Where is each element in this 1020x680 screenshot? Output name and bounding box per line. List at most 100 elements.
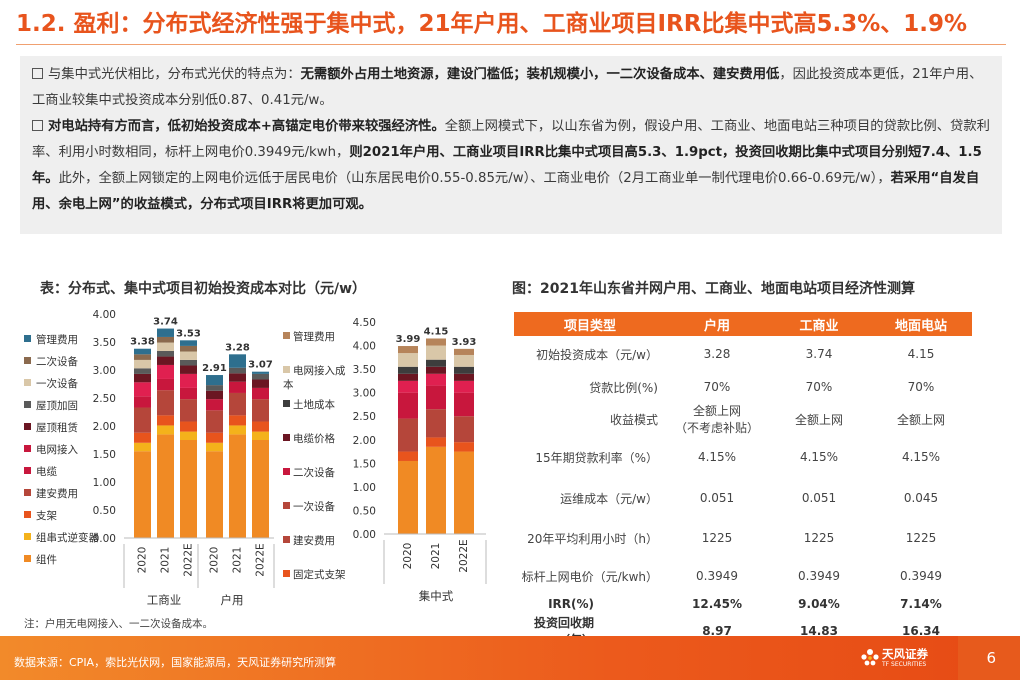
table-cell: 运维成本（元/w） xyxy=(560,491,658,506)
bar-segment xyxy=(206,385,223,391)
bar-segment xyxy=(252,399,269,422)
y-tick-label: 2.00 xyxy=(93,421,116,433)
legend-swatch xyxy=(24,489,31,496)
intro-p2-bold-a: 对电站持有方而言，低初始投资成本+高锚定电价带来较强经济性。 xyxy=(48,119,445,134)
legend-item: 建安费用 xyxy=(24,486,78,500)
y-tick-label: 4.00 xyxy=(353,341,376,353)
bar-segment xyxy=(157,425,174,435)
bar-segment xyxy=(252,373,269,380)
bar-segment xyxy=(426,338,446,346)
x-tick-label: 2021 xyxy=(430,543,442,570)
bar-segment xyxy=(398,418,418,452)
bar-segment xyxy=(206,442,223,452)
bar-segment xyxy=(454,366,474,374)
data-source: 数据来源：CPIA，索比光伏网，国家能源局，天风证券研究所测算 xyxy=(14,656,337,669)
bar-segment xyxy=(398,346,418,354)
bar-segment xyxy=(180,351,197,360)
bar-segment xyxy=(229,425,246,435)
bar-segment xyxy=(454,380,474,393)
table-cell: 1225 xyxy=(701,531,733,545)
bar-segment xyxy=(229,415,246,426)
legend-swatch xyxy=(24,335,31,342)
legend-label: 屋顶租赁 xyxy=(36,422,78,434)
table-cell: 贷款比例(%) xyxy=(589,380,658,395)
bar-total-label: 3.38 xyxy=(130,337,155,348)
bar-segment xyxy=(426,437,446,447)
bar-segment xyxy=(229,354,246,368)
table-cell: 0.051 xyxy=(699,491,735,505)
legend-swatch xyxy=(24,357,31,364)
table-cell: 0.051 xyxy=(801,491,837,505)
bar-segment xyxy=(454,348,474,355)
table-row: 15年期贷款利率（%） 4.15% 4.15% 4.15% xyxy=(514,436,972,478)
bar-segment xyxy=(157,342,174,351)
economics-table: 项目类型 户用 工商业 地面电站 初始投资成本（元/w） 3.28 3.74 4.15 贷款比… xyxy=(514,312,972,648)
bar-total-label: 2.91 xyxy=(202,363,227,374)
bar-segment xyxy=(426,345,446,360)
legend-label: 支架 xyxy=(36,510,57,522)
y-tick-label: 4.00 xyxy=(93,309,116,321)
legend-label: 二次设备 xyxy=(36,356,78,368)
page-title: 1.2. 盈利：分布式经济性强于集中式，21年户用、工商业项目IRR比集中式高5… xyxy=(16,11,968,37)
legend-item: 固定式支架 xyxy=(283,568,351,582)
table-cell: 标杆上网电价（元/kwh） xyxy=(521,569,658,584)
y-tick-label: 4.50 xyxy=(353,317,376,329)
bar-segment xyxy=(206,432,223,443)
legend-swatch xyxy=(24,511,31,518)
intro-p2-bold-c: 则2021年户用、工商业项目IRR比集中式项目高5.3、1.9pct，投资回收期… xyxy=(32,145,982,186)
table-cell: 全额上网 xyxy=(794,412,843,427)
intro-p2-text-b: 全额上网模式下，以山东省为例，假设户用、工商业、地面电站三种项目的贷款比例、贷款… xyxy=(32,119,990,160)
table-cell: 0.3949 xyxy=(900,569,942,583)
y-tick-label: 1.00 xyxy=(93,477,116,489)
table-cell: 8.97 xyxy=(702,624,732,638)
table-cell: 1225 xyxy=(905,531,937,545)
y-tick-label: 0.50 xyxy=(93,505,116,517)
table-row: 贷款比例(%) 70% 70% 70% xyxy=(514,372,972,402)
legend-item: 管理费用 xyxy=(283,330,351,344)
table-cell: 3.74 xyxy=(805,347,833,361)
bar-segment xyxy=(252,379,269,388)
legend-item: 屋顶租赁 xyxy=(24,420,78,434)
bar-segment xyxy=(180,440,197,538)
legend-label: 管理费用 xyxy=(36,334,78,346)
y-tick-label: 1.50 xyxy=(353,458,376,470)
intro-paragraph-1: 与集中式光伏相比，分布式光伏的特点为：无需额外占用土地资源，建设门槛低；装机规模… xyxy=(32,62,992,114)
intro-paragraph-2: 对电站持有方而言，低初始投资成本+高锚定电价带来较强经济性。全额上网模式下，以山… xyxy=(32,114,992,218)
distributed-cost-chart: 0.00 0.50 1.00 1.50 2.00 2.50 3.00 3.50 4.00 3.38… xyxy=(93,309,275,606)
table-cell: 0.3949 xyxy=(696,569,738,583)
legend-swatch xyxy=(24,401,31,408)
group-label: 工商业 xyxy=(147,593,182,606)
bar-segment xyxy=(180,365,197,374)
legend-label: 土地成本 xyxy=(293,399,335,411)
table-cell: 0.045 xyxy=(903,491,939,505)
bar-total-label: 3.93 xyxy=(452,337,477,348)
x-tick-label: 2021 xyxy=(160,547,172,574)
page-number: 6 xyxy=(958,636,1020,680)
table-cell: 70% xyxy=(703,380,731,394)
bar-segment xyxy=(134,407,151,433)
group-label: 户用 xyxy=(221,593,244,606)
bar-segment xyxy=(157,434,174,538)
bar-segment xyxy=(180,345,197,352)
bar-segment xyxy=(157,356,174,365)
legend-item: 电网接入 xyxy=(24,442,78,456)
bar-segment xyxy=(180,421,197,432)
bar-total-label: 3.74 xyxy=(153,317,178,328)
legend-swatch xyxy=(283,366,290,373)
legend-item: 一次设备 xyxy=(283,500,351,514)
table-cell: 70% xyxy=(907,380,935,394)
bar-segment xyxy=(206,451,223,538)
table-header-cell: 项目类型 xyxy=(514,312,666,336)
bar-segment xyxy=(157,378,174,391)
legend-swatch xyxy=(283,502,290,509)
bar-segment xyxy=(454,392,474,417)
logo-subtext: TF SECURITIES xyxy=(882,661,927,668)
bar-segment xyxy=(229,373,246,382)
table-row: IRR(%) 12.45% 9.04% 7.14% xyxy=(514,594,972,614)
table-cell: 4.15 xyxy=(907,347,935,361)
table-header-cell: 工商业 xyxy=(768,312,870,336)
checkbox-bullet-icon xyxy=(32,68,43,79)
table-header-cell: 地面电站 xyxy=(870,312,972,336)
table-cell: 初始投资成本（元/w） xyxy=(536,347,658,362)
table-cell: 15年期贷款利率（%） xyxy=(535,450,658,465)
